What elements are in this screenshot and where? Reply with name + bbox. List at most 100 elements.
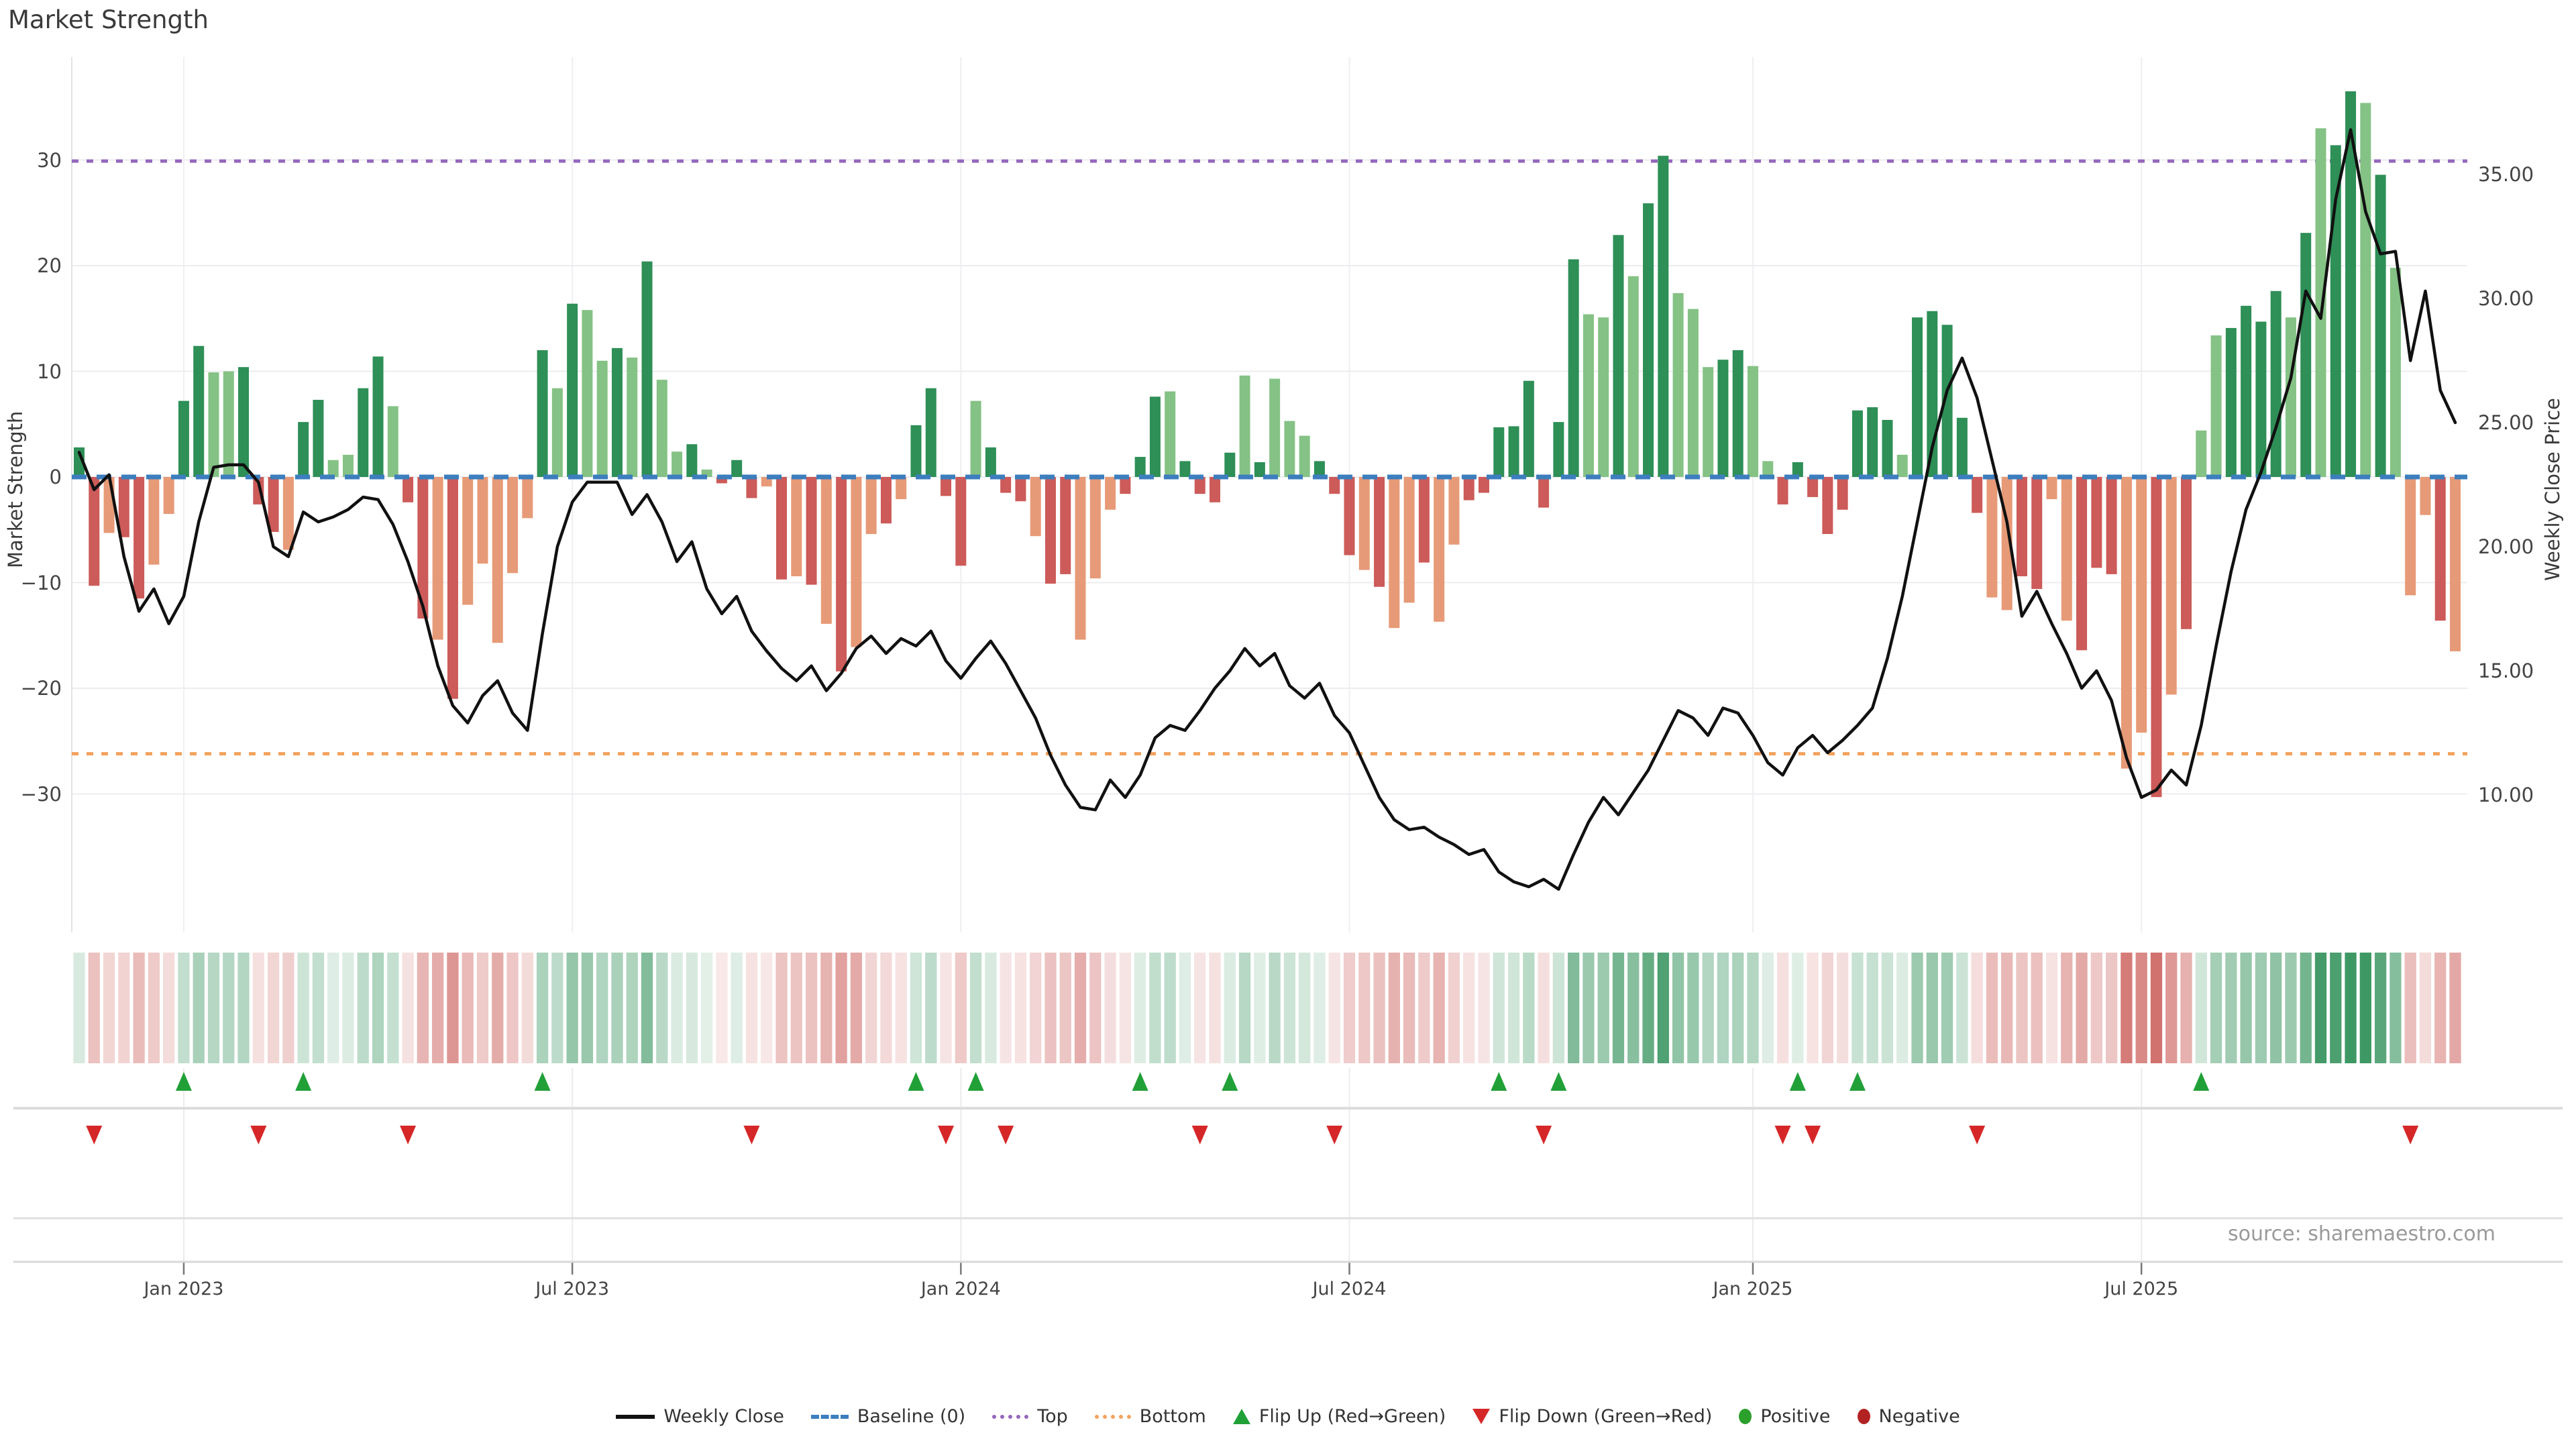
y-left-tick: 30 <box>37 148 62 172</box>
strength-bar <box>447 477 458 699</box>
strength-bar <box>372 356 384 477</box>
legend-dash-icon <box>810 1414 849 1419</box>
legend-dot-neg-icon <box>1857 1409 1870 1424</box>
y-right-tick: 25.00 <box>2478 411 2534 434</box>
heatmap-cell <box>1717 953 1729 1063</box>
y-left-tick: 20 <box>37 254 62 277</box>
strength-bar <box>417 477 429 619</box>
flip-up-marker <box>2193 1072 2210 1091</box>
heatmap-cell <box>581 953 594 1063</box>
strength-bar <box>387 406 398 477</box>
legend-line-icon <box>616 1414 655 1419</box>
strength-bar <box>2151 477 2162 798</box>
strength-bar <box>2434 477 2446 621</box>
heatmap-cell <box>148 953 160 1063</box>
strength-bar <box>2016 477 2027 577</box>
strength-bar <box>2031 477 2043 589</box>
flip-down-marker <box>1969 1126 1986 1144</box>
heatmap-cell <box>252 953 264 1063</box>
strength-bar <box>1165 391 1176 477</box>
heatmap-cell <box>1328 953 1340 1063</box>
flip-up-marker <box>1132 1072 1148 1091</box>
heatmap-cell <box>1956 953 1968 1063</box>
heatmap-cell <box>462 953 474 1063</box>
strength-bar <box>268 477 279 532</box>
heatmap-cell <box>2449 953 2461 1063</box>
strength-bar <box>851 477 862 647</box>
heatmap-cell <box>1911 953 1923 1063</box>
heatmap-cell <box>372 953 384 1063</box>
strength-bar <box>1448 477 1460 545</box>
heatmap-cell <box>1224 953 1236 1063</box>
strength-bar <box>2136 477 2147 733</box>
strength-bar <box>358 388 369 477</box>
heatmap-cell <box>1269 953 1281 1063</box>
heatmap-cell <box>2404 953 2416 1063</box>
strength-bar <box>1060 477 1071 574</box>
strength-bar <box>746 477 757 498</box>
heatmap-cell <box>596 953 608 1063</box>
strength-bar <box>2196 430 2207 477</box>
heatmap-cell <box>671 953 683 1063</box>
strength-bar <box>1912 317 1923 477</box>
strength-bar <box>1105 477 1116 510</box>
y-left-tick: −10 <box>20 571 62 594</box>
strength-bar <box>596 360 608 477</box>
heatmap-cell <box>2090 953 2102 1063</box>
strength-bar <box>432 477 443 640</box>
strength-bar <box>298 422 309 477</box>
heatmap-cell <box>1059 953 1071 1063</box>
chart-legend: Weekly Close Baseline (0) Top Bottom Flip Up… <box>0 1406 2576 1427</box>
strength-bar <box>2241 305 2252 477</box>
strength-bar <box>1284 421 1295 477</box>
strength-bar <box>1120 477 1131 494</box>
heatmap-cell <box>551 953 564 1063</box>
heatmap-cell <box>267 953 280 1063</box>
heatmap-cell <box>1119 953 1132 1063</box>
strength-bar <box>582 310 593 477</box>
heatmap-cell <box>641 953 653 1063</box>
strength-bar <box>1568 259 1579 477</box>
legend-dot-pos-icon <box>1739 1409 1752 1424</box>
strength-bar <box>163 477 174 515</box>
heatmap-cell <box>1792 953 1804 1063</box>
heatmap-cell <box>2314 953 2327 1063</box>
heatmap-cell <box>790 953 802 1063</box>
legend-label: Negative <box>1878 1406 1960 1427</box>
flip-down-marker <box>1326 1126 1343 1144</box>
strength-bar <box>761 477 772 487</box>
heatmap-cell <box>805 953 818 1063</box>
heatmap-cell <box>1030 953 1042 1063</box>
heatmap-cell <box>700 953 713 1063</box>
heatmap-cell <box>716 953 728 1063</box>
heatmap-cell <box>2105 953 2118 1063</box>
strength-bar <box>970 400 981 477</box>
flip-down-marker <box>1774 1126 1791 1144</box>
strength-bar <box>1254 462 1265 477</box>
heatmap-cell <box>925 953 937 1063</box>
heatmap-cell <box>2121 953 2133 1063</box>
flip-down-marker <box>1805 1126 1821 1144</box>
strength-bar <box>1403 477 1415 603</box>
strength-bar <box>1044 477 1056 584</box>
heatmap-cell <box>656 953 668 1063</box>
strength-bar <box>74 447 85 477</box>
strength-bar <box>1703 367 1714 477</box>
heatmap-cell <box>2180 953 2192 1063</box>
flip-down-marker <box>1536 1126 1552 1144</box>
strength-bar <box>865 477 877 535</box>
heatmap-cell <box>2374 953 2387 1063</box>
heatmap-cell <box>163 953 175 1063</box>
strength-bar <box>551 388 563 477</box>
strength-bar <box>2046 477 2057 500</box>
x-tick-label: Jan 2023 <box>144 1279 224 1299</box>
heatmap-cell <box>1388 953 1400 1063</box>
strength-bar <box>1493 427 1505 477</box>
strength-bar <box>1747 366 1758 477</box>
flip-down-marker <box>400 1126 417 1144</box>
legend-label: Bottom <box>1139 1406 1206 1427</box>
heatmap-cell <box>1299 953 1311 1063</box>
heatmap-cell <box>1493 953 1505 1063</box>
strength-bar <box>1463 477 1474 500</box>
heatmap-cell <box>2255 953 2267 1063</box>
